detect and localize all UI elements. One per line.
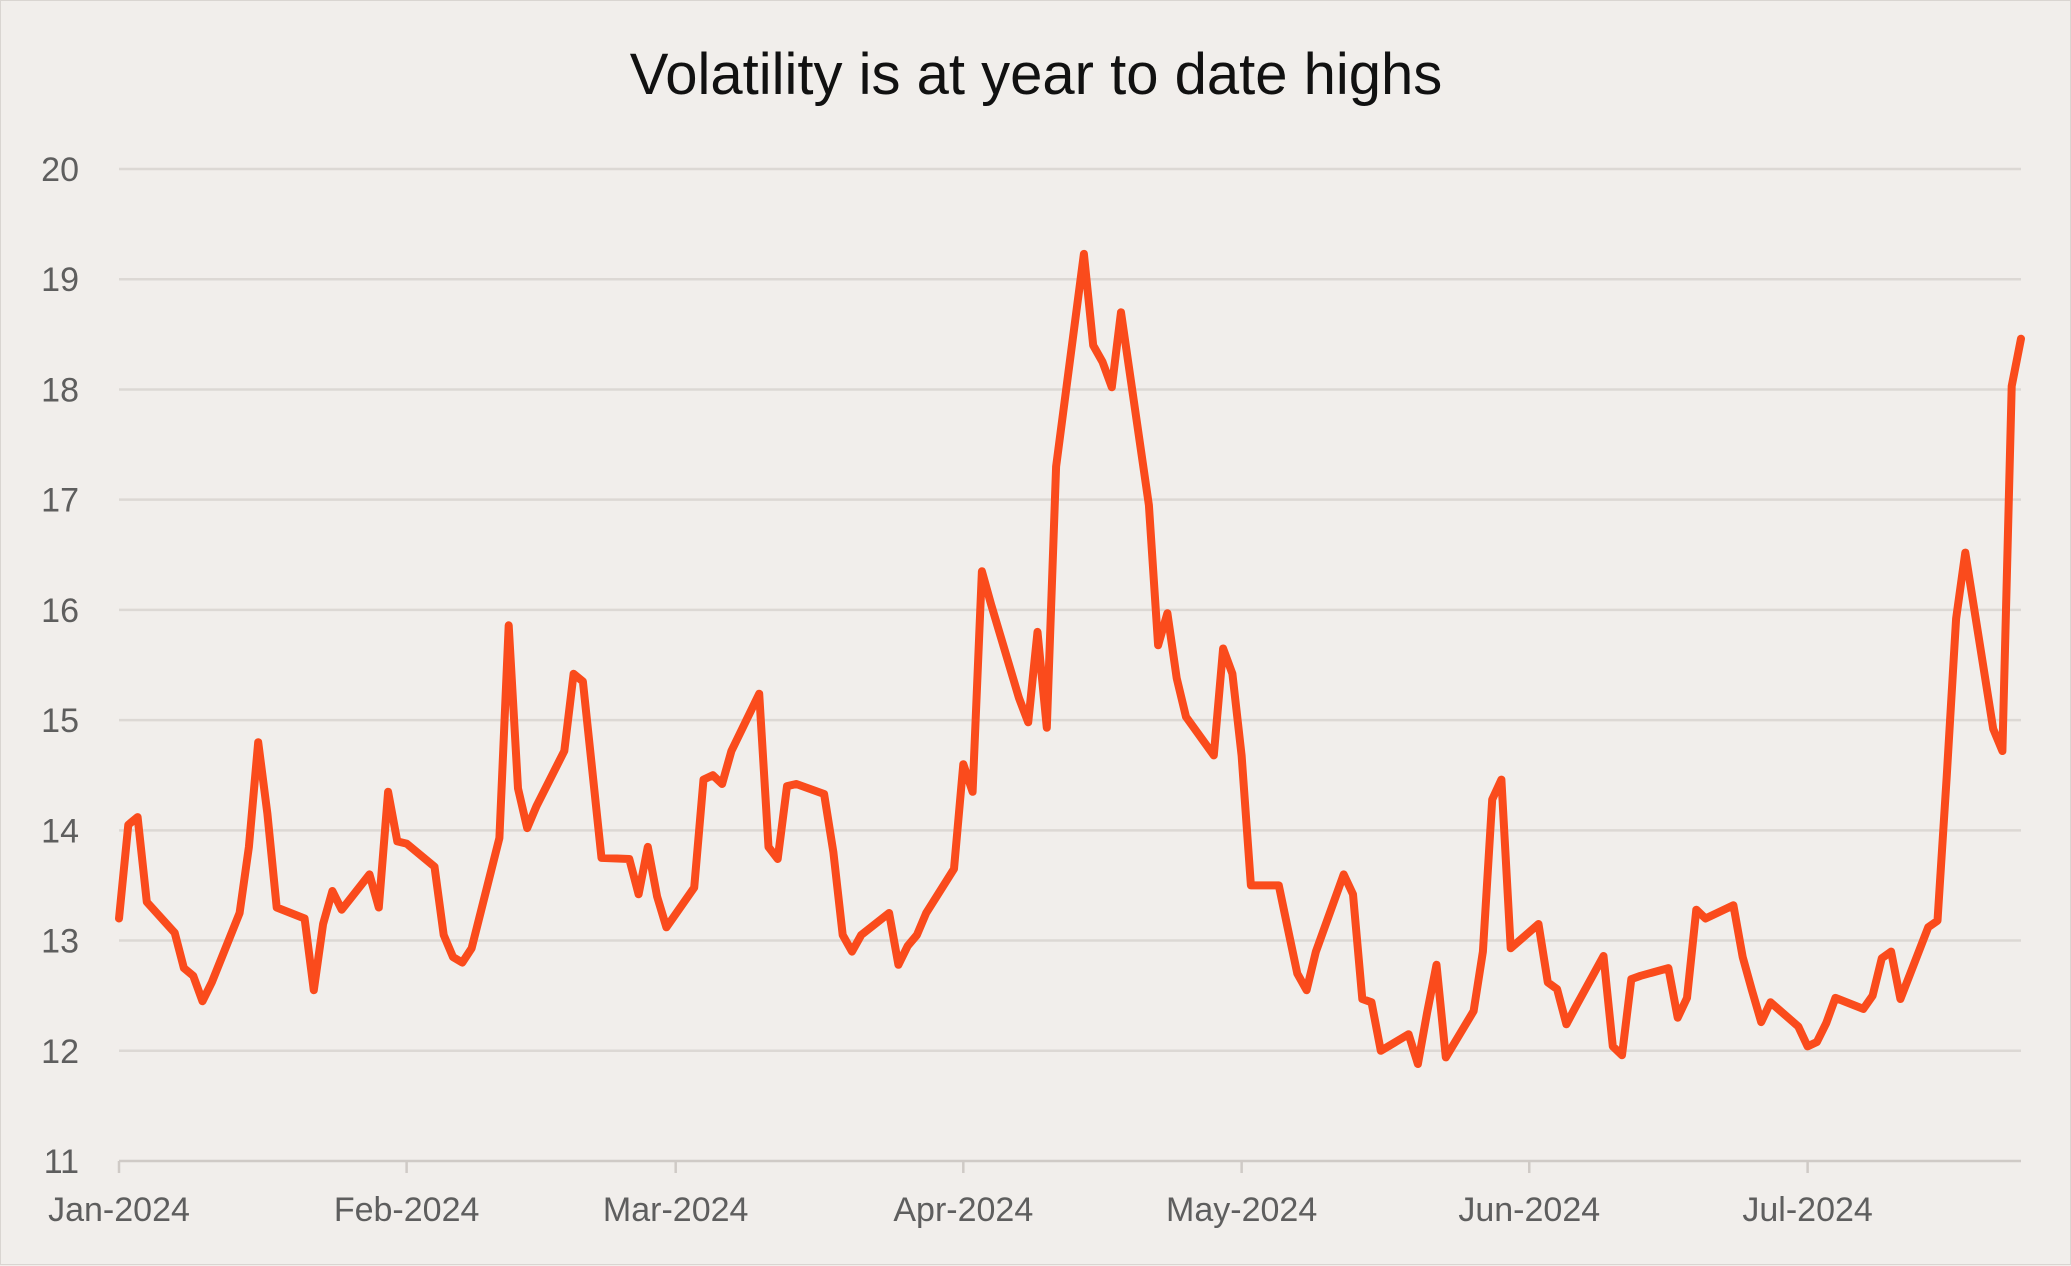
- x-tick-label: Apr-2024: [893, 1191, 1033, 1229]
- x-tick-label: Jun-2024: [1458, 1191, 1600, 1229]
- y-tick-label: 18: [41, 371, 79, 409]
- y-tick-label: 12: [41, 1033, 79, 1071]
- x-tick-label: Mar-2024: [603, 1191, 749, 1229]
- x-tick-label: May-2024: [1166, 1191, 1317, 1229]
- y-tick-label: 16: [41, 592, 79, 630]
- chart-title: Volatility is at year to date highs: [630, 42, 1442, 107]
- axes: 11 12 13 14 15 16 17 18 19 20 Jan-2024 Feb-2024 Mar-…: [41, 151, 1873, 1229]
- y-tick-label: 11: [44, 1143, 79, 1181]
- y-tick-label: 20: [41, 151, 79, 189]
- series-layer: [115, 249, 2025, 1068]
- y-tick-label: 15: [41, 702, 79, 740]
- y-tick-label: 19: [41, 261, 79, 299]
- y-tick-label: 17: [41, 482, 79, 520]
- x-tick-label: Jul-2024: [1742, 1191, 1872, 1229]
- gridlines: [119, 167, 2021, 1163]
- y-tick-label: 13: [41, 923, 79, 961]
- series-line: [115, 249, 2025, 1068]
- x-tick-label: Feb-2024: [334, 1191, 480, 1229]
- y-tick-label: 14: [41, 812, 79, 850]
- x-tick-label: Jan-2024: [48, 1191, 190, 1229]
